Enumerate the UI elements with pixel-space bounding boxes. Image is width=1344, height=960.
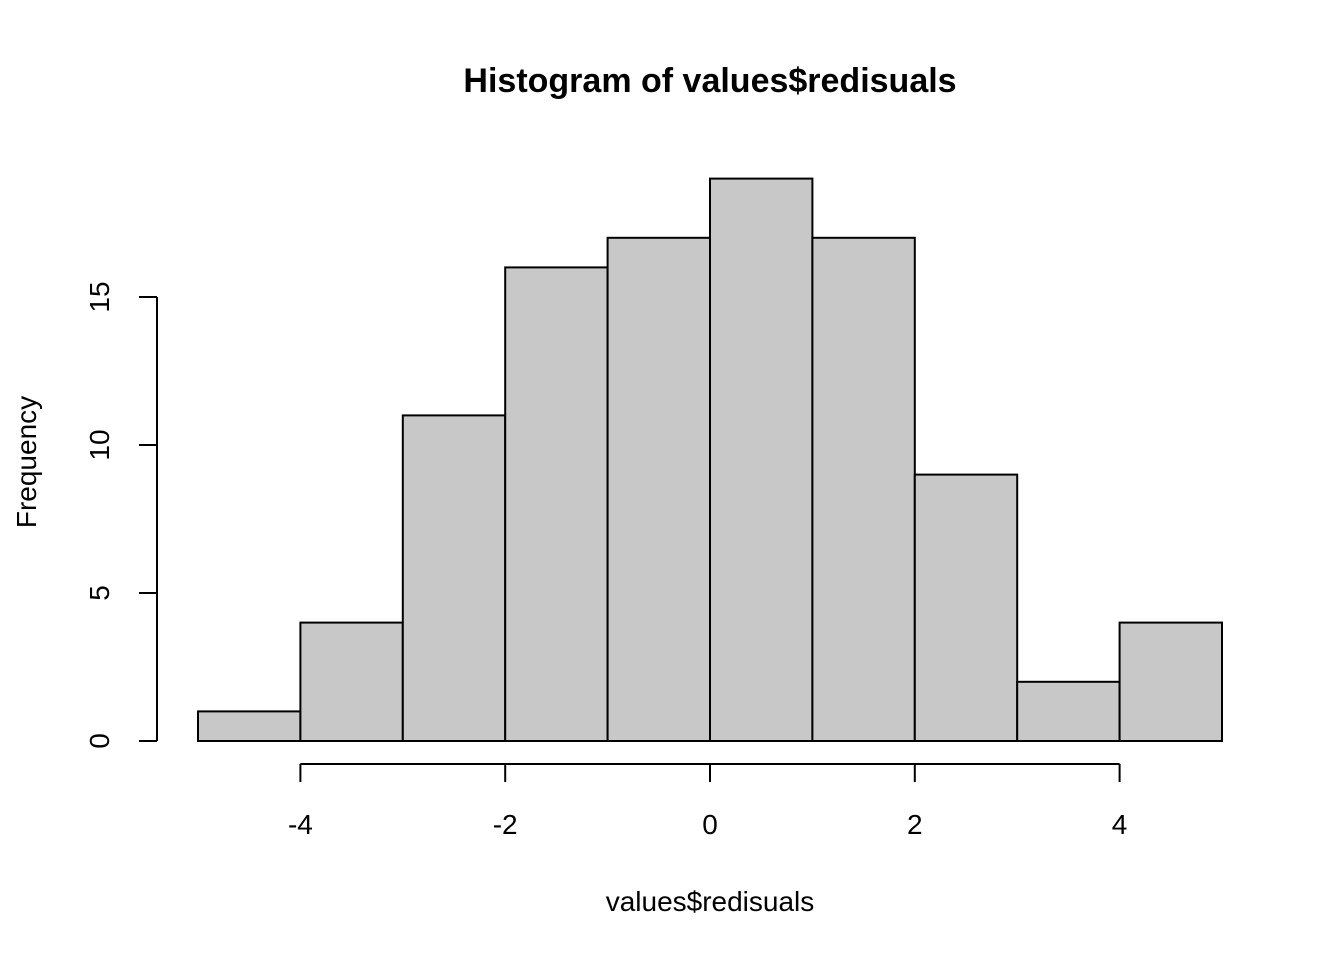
y-axis-label: Frequency <box>11 396 42 528</box>
histogram-bar <box>299 621 404 742</box>
chart-title: Histogram of values$redisuals <box>463 62 956 100</box>
histogram-bar <box>504 266 609 742</box>
histogram-bar <box>709 177 814 743</box>
x-tick-label: -4 <box>288 809 313 840</box>
histogram-bar <box>1118 621 1223 742</box>
x-tick-label: -2 <box>493 809 518 840</box>
y-axis: 0 5 10 15 <box>84 281 158 749</box>
x-tick-label: 0 <box>702 809 718 840</box>
y-tick-label: 5 <box>84 585 115 601</box>
histogram-bar <box>401 414 507 742</box>
histogram-bar <box>1016 680 1121 742</box>
histogram-bar <box>606 236 711 743</box>
histogram-bar <box>811 236 916 743</box>
y-tick-label: 15 <box>84 281 115 312</box>
x-tick-label: 4 <box>1112 809 1128 840</box>
x-axis: -4 -2 0 2 4 <box>288 763 1128 840</box>
y-tick-label: 10 <box>84 429 115 460</box>
histogram-bar <box>197 710 302 743</box>
y-tick-label: 0 <box>84 733 115 749</box>
x-tick-label: 2 <box>907 809 923 840</box>
bars-group <box>197 177 1223 743</box>
x-axis-label: values$redisuals <box>606 886 815 917</box>
histogram-bar <box>913 473 1019 742</box>
